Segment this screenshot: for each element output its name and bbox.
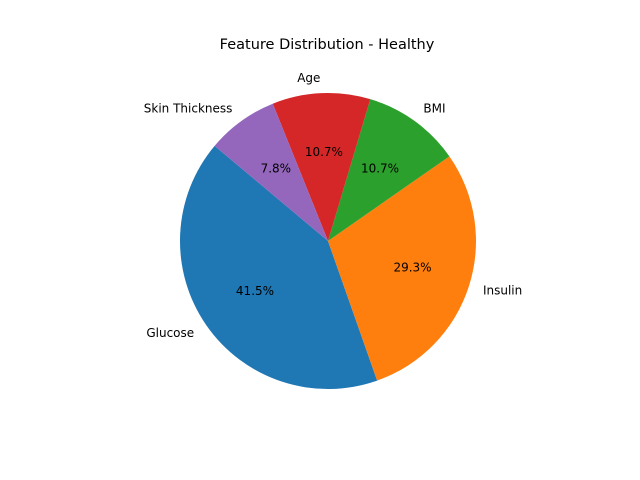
pie-labels: Glucose 41.5% Insulin 29.3% BMI 10.7% Age 10.7%… bbox=[144, 71, 522, 340]
slice-percent-skin-thickness: 7.8% bbox=[261, 162, 292, 176]
chart-title: Feature Distribution - Healthy bbox=[220, 37, 435, 53]
slice-label-age: Age bbox=[297, 71, 320, 85]
slice-percent-age: 10.7% bbox=[305, 145, 343, 159]
slice-label-glucose: Glucose bbox=[146, 326, 194, 340]
slice-percent-insulin: 29.3% bbox=[393, 261, 431, 275]
slice-percent-glucose: 41.5% bbox=[236, 284, 274, 298]
slice-label-skin-thickness: Skin Thickness bbox=[144, 102, 233, 116]
pie-slice-glucose bbox=[179, 145, 378, 390]
pie-slice-age bbox=[272, 93, 371, 242]
pie-slice-bmi bbox=[328, 99, 450, 241]
pie-slice-insulin bbox=[328, 156, 477, 381]
slice-label-bmi: BMI bbox=[423, 102, 445, 116]
pie-slices bbox=[179, 93, 477, 390]
slice-label-insulin: Insulin bbox=[483, 283, 522, 297]
pie-slice-skin-thickness bbox=[214, 103, 328, 241]
slice-percent-bmi: 10.7% bbox=[361, 162, 399, 176]
